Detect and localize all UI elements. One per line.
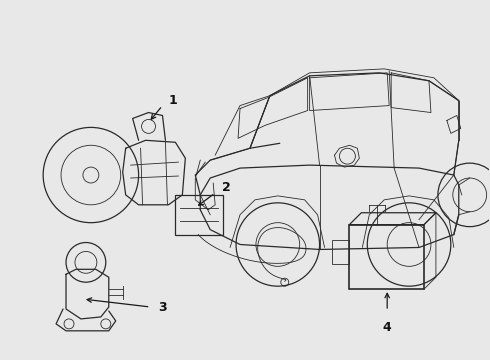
Text: 4: 4 [383,321,392,334]
Text: 2: 2 [222,181,231,194]
Bar [332,239,349,264]
Bar [349,225,424,289]
Bar [175,195,223,235]
Text: 3: 3 [158,301,167,314]
Text: 1: 1 [169,94,177,107]
